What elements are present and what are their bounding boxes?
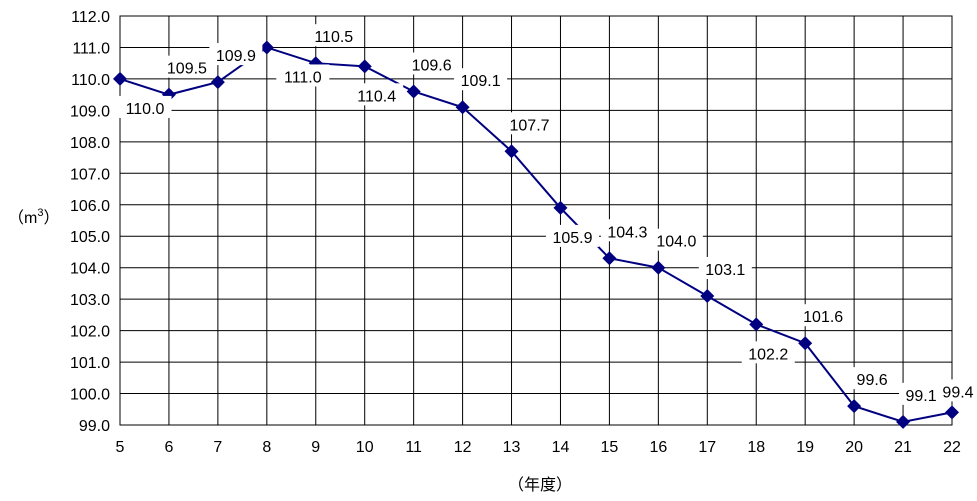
data-point xyxy=(553,200,568,215)
data-point xyxy=(259,40,274,55)
x-tick-label: 11 xyxy=(405,439,422,456)
series-line xyxy=(113,40,959,429)
data-label-bg xyxy=(118,95,172,118)
data-label: 104.3 xyxy=(607,224,647,241)
data-label: 109.9 xyxy=(216,48,256,65)
x-tick-label: 16 xyxy=(649,439,667,456)
data-label-bg xyxy=(796,304,850,327)
data-point xyxy=(504,144,519,159)
data-label-bg xyxy=(936,379,977,402)
x-tick-label: 18 xyxy=(747,439,765,456)
data-point xyxy=(455,100,470,115)
data-label: 103.1 xyxy=(705,262,745,279)
data-label: 102.2 xyxy=(748,346,788,363)
data-label-bg xyxy=(503,112,557,135)
y-tick-label: 111.0 xyxy=(72,40,110,57)
data-label: 110.4 xyxy=(357,88,396,105)
y-axis-title-close: ） xyxy=(43,209,59,227)
data-point xyxy=(651,260,666,275)
x-tick-label: 7 xyxy=(213,439,222,456)
y-tick-label: 100.0 xyxy=(70,387,110,404)
x-tick-label: 15 xyxy=(601,439,619,456)
data-label: 110.5 xyxy=(314,29,353,46)
data-label-bg xyxy=(545,224,599,247)
data-label-bg xyxy=(160,55,214,78)
data-label-bg xyxy=(350,83,404,106)
y-tick-label: 112.0 xyxy=(71,9,110,26)
data-label-bg xyxy=(850,367,895,390)
y-tick-label: 102.0 xyxy=(70,324,110,341)
data-point xyxy=(113,71,127,86)
x-tick-label: 8 xyxy=(262,439,271,456)
y-tick-label: 99.0 xyxy=(79,418,110,435)
data-label-bg xyxy=(649,228,703,251)
x-tick-label: 10 xyxy=(356,439,374,456)
data-label-bg xyxy=(698,257,752,280)
y-tick-label: 103.0 xyxy=(70,292,110,309)
data-label-bg xyxy=(276,64,330,87)
y-tick-label: 109.0 xyxy=(70,103,110,120)
data-label: 99.6 xyxy=(857,372,888,389)
x-tick-label: 13 xyxy=(503,439,521,456)
series-polyline xyxy=(119,46,953,423)
data-label: 105.9 xyxy=(552,230,592,247)
y-tick-label: 106.0 xyxy=(70,198,110,215)
data-label-bg xyxy=(209,43,263,66)
x-tick-label: 5 xyxy=(116,439,125,456)
plot-frame xyxy=(119,15,953,426)
x-tick-label: 12 xyxy=(454,439,472,456)
x-tick-label: 21 xyxy=(894,439,912,456)
y-axis-title-main: （m xyxy=(8,209,37,227)
x-tick-label: 14 xyxy=(552,439,570,456)
data-point xyxy=(945,405,959,420)
x-tick-label: 6 xyxy=(164,439,173,456)
data-point xyxy=(896,414,911,429)
data-point xyxy=(357,59,372,74)
x-tick-label: 17 xyxy=(698,439,716,456)
data-label: 109.6 xyxy=(412,58,452,75)
data-label: 99.4 xyxy=(942,384,973,401)
data-point xyxy=(210,75,225,90)
data-point xyxy=(602,251,617,266)
data-point xyxy=(700,289,715,304)
y-axis-title-sup: 3 xyxy=(37,207,43,219)
data-point xyxy=(749,317,764,332)
data-label-bg xyxy=(741,341,795,364)
grid xyxy=(119,15,953,426)
y-tick-label: 110.0 xyxy=(71,72,110,89)
data-label-bg xyxy=(899,382,944,405)
data-label-bg xyxy=(454,68,508,91)
data-label: 99.1 xyxy=(905,388,936,405)
data-label-bg xyxy=(600,219,654,242)
data-label: 110.0 xyxy=(126,101,165,118)
x-tick-label: 22 xyxy=(943,439,961,456)
y-tick-label: 107.0 xyxy=(70,166,110,183)
x-tick-label: 19 xyxy=(796,439,814,456)
data-label: 109.5 xyxy=(167,61,207,78)
data-label: 107.7 xyxy=(510,117,550,134)
data-label-bg xyxy=(405,52,459,75)
x-tick-label: 9 xyxy=(311,439,320,456)
data-point xyxy=(798,336,813,351)
y-axis-title: （m3） xyxy=(8,207,59,227)
y-tick-label: 108.0 xyxy=(70,135,110,152)
y-tick-label: 104.0 xyxy=(70,261,110,278)
y-tick-label: 101.0 xyxy=(70,355,110,372)
data-label: 101.6 xyxy=(803,309,843,326)
data-label-bg xyxy=(307,24,361,47)
x-axis-title: （年度） xyxy=(508,476,572,494)
axes: 99.0 100.0 101.0 102.0 103.0 104.0 105.0 106.0 1… xyxy=(70,9,961,456)
data-point xyxy=(406,84,421,99)
y-tick-label: 105.0 xyxy=(70,229,110,246)
data-label: 104.0 xyxy=(656,234,696,251)
data-label: 111.0 xyxy=(284,69,322,86)
x-tick-label: 20 xyxy=(845,439,863,456)
data-labels: 110.0 109.5 109.9 111.0 110.5 110.4 109.6 109.1… xyxy=(118,24,977,405)
data-label: 109.1 xyxy=(461,73,501,90)
data-point xyxy=(847,399,862,414)
